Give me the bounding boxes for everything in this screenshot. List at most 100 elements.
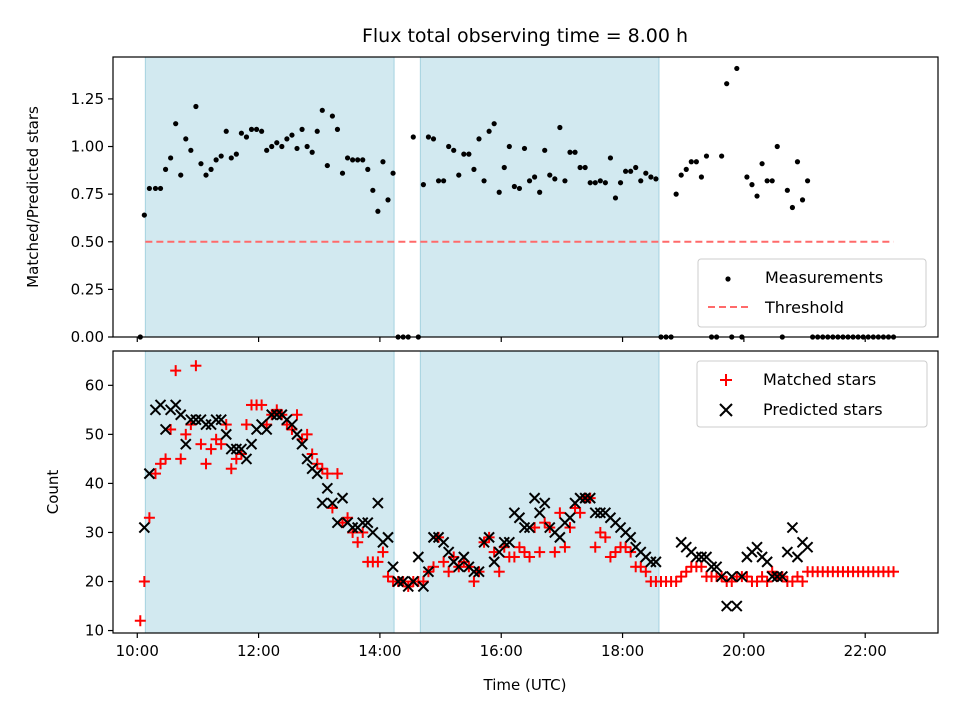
- measurement-point: [188, 147, 194, 153]
- measurement-point: [456, 172, 462, 178]
- measurement-point: [547, 172, 553, 178]
- predicted-star-point: [554, 531, 566, 544]
- predicted-star-point: [392, 575, 404, 588]
- matched-star-point: [230, 453, 242, 465]
- measurement-point: [754, 193, 760, 199]
- measurement-point: [141, 212, 147, 218]
- predicted-star-point: [301, 453, 313, 465]
- predicted-star-point: [726, 570, 738, 583]
- matched-star-point: [680, 566, 692, 578]
- measurement-point: [385, 197, 391, 203]
- ratio-y-ticks: 0.00 0.25 0.50 0.75 1.00 1.25: [71, 90, 113, 346]
- predicted-star-point: [488, 556, 500, 568]
- matched-star-point: [508, 551, 520, 563]
- matched-star-point: [468, 576, 480, 588]
- matched-star-point: [205, 443, 217, 455]
- ratio-y-tick-label: 0.75: [71, 185, 104, 203]
- predicted-star-point: [367, 526, 379, 539]
- measurement-point: [516, 185, 523, 192]
- count-x-tick-label: 12:00: [237, 642, 280, 660]
- ratio-axes-frame: [112, 56, 939, 338]
- measurement-point: [162, 166, 169, 172]
- predicted-star-point: [331, 516, 344, 529]
- measurement-point: [146, 185, 152, 192]
- matched-star-point: [240, 419, 252, 431]
- predicted-star-point: [357, 516, 369, 529]
- ratio-y-tick-label: 0.50: [71, 233, 104, 251]
- count-y-tick-label: 10: [85, 622, 104, 640]
- observing-windows: [144, 56, 660, 338]
- matched-star-point: [751, 576, 763, 588]
- matched-star-point: [160, 453, 172, 465]
- count-y-tick-label: 40: [85, 474, 104, 492]
- matched-star-point: [149, 468, 161, 480]
- measurement-point: [314, 128, 320, 134]
- measurement-point: [279, 143, 285, 150]
- predicted-star-point: [523, 521, 536, 534]
- matched-star-point: [513, 541, 525, 553]
- predicted-star-point: [498, 536, 510, 548]
- matched-star-point: [635, 561, 647, 573]
- measurement-point: [334, 126, 341, 132]
- measurement-point: [557, 124, 563, 131]
- predicted-star-point: [539, 497, 551, 509]
- measurement-point: [653, 176, 659, 182]
- measurement-point: [380, 159, 386, 165]
- matched-star-point: [377, 546, 389, 558]
- matched-star-point: [321, 468, 333, 480]
- measurement-point: [794, 159, 801, 165]
- matched-star-point: [138, 576, 150, 588]
- matched-star-point: [599, 531, 611, 543]
- predicted-star-point: [185, 413, 197, 426]
- predicted-star-point: [801, 541, 814, 553]
- measurement-point: [213, 157, 219, 163]
- matched-star-point: [170, 365, 182, 377]
- count-y-ticks: 10 20 30 40 50 60: [85, 376, 113, 640]
- predicted-star-point: [736, 570, 748, 583]
- predicted-star-point: [225, 443, 237, 455]
- predicted-star-point: [458, 551, 470, 563]
- predicted-star-point: [584, 492, 596, 504]
- measurement-point: [168, 155, 174, 161]
- ratio-y-tick-label: 0.00: [71, 328, 104, 346]
- measurement-point: [157, 185, 164, 192]
- predicted-star-point: [235, 443, 248, 455]
- measurement-point: [607, 155, 614, 161]
- predicted-star-point: [138, 521, 151, 534]
- observing-windows: [144, 350, 660, 634]
- measurement-point: [587, 180, 593, 186]
- matched-star-point: [786, 576, 798, 588]
- measurement-point: [324, 162, 330, 169]
- predicted-star-point: [533, 507, 546, 519]
- count-x-tick-label: 16:00: [480, 642, 523, 660]
- predicted-star-point: [154, 399, 167, 411]
- count-y-tick-label: 50: [85, 425, 104, 443]
- measurement-point: [355, 157, 361, 163]
- predicted-star-point: [468, 565, 480, 578]
- matched-star-point: [888, 566, 900, 578]
- predicted-star-point: [705, 561, 718, 573]
- measurement-point: [542, 147, 548, 153]
- predicted-star-point: [453, 561, 465, 573]
- matched-star-point: [594, 526, 606, 538]
- measurement-point: [531, 174, 538, 180]
- measurement-point: [430, 136, 437, 142]
- predicted-star-point: [650, 556, 662, 568]
- matched-star-point: [797, 576, 809, 588]
- matched-star-point: [620, 541, 632, 553]
- measurement-point: [350, 157, 356, 163]
- predicted-star-point: [594, 507, 607, 519]
- predicted-star-point: [326, 497, 339, 509]
- predicted-star-point: [245, 438, 258, 450]
- predicted-star-point: [715, 570, 728, 583]
- measurement-point: [319, 107, 325, 113]
- measurement-point: [309, 149, 315, 155]
- measurement-point: [274, 140, 280, 146]
- ratio-y-tick-label: 1.25: [71, 90, 104, 108]
- matched-star-point: [256, 399, 268, 411]
- count-x-tick-label: 22:00: [844, 642, 887, 660]
- predicted-star-point: [589, 507, 601, 519]
- matched-star-point: [574, 507, 586, 519]
- measurement-point: [622, 168, 629, 174]
- measurement-point: [789, 204, 796, 211]
